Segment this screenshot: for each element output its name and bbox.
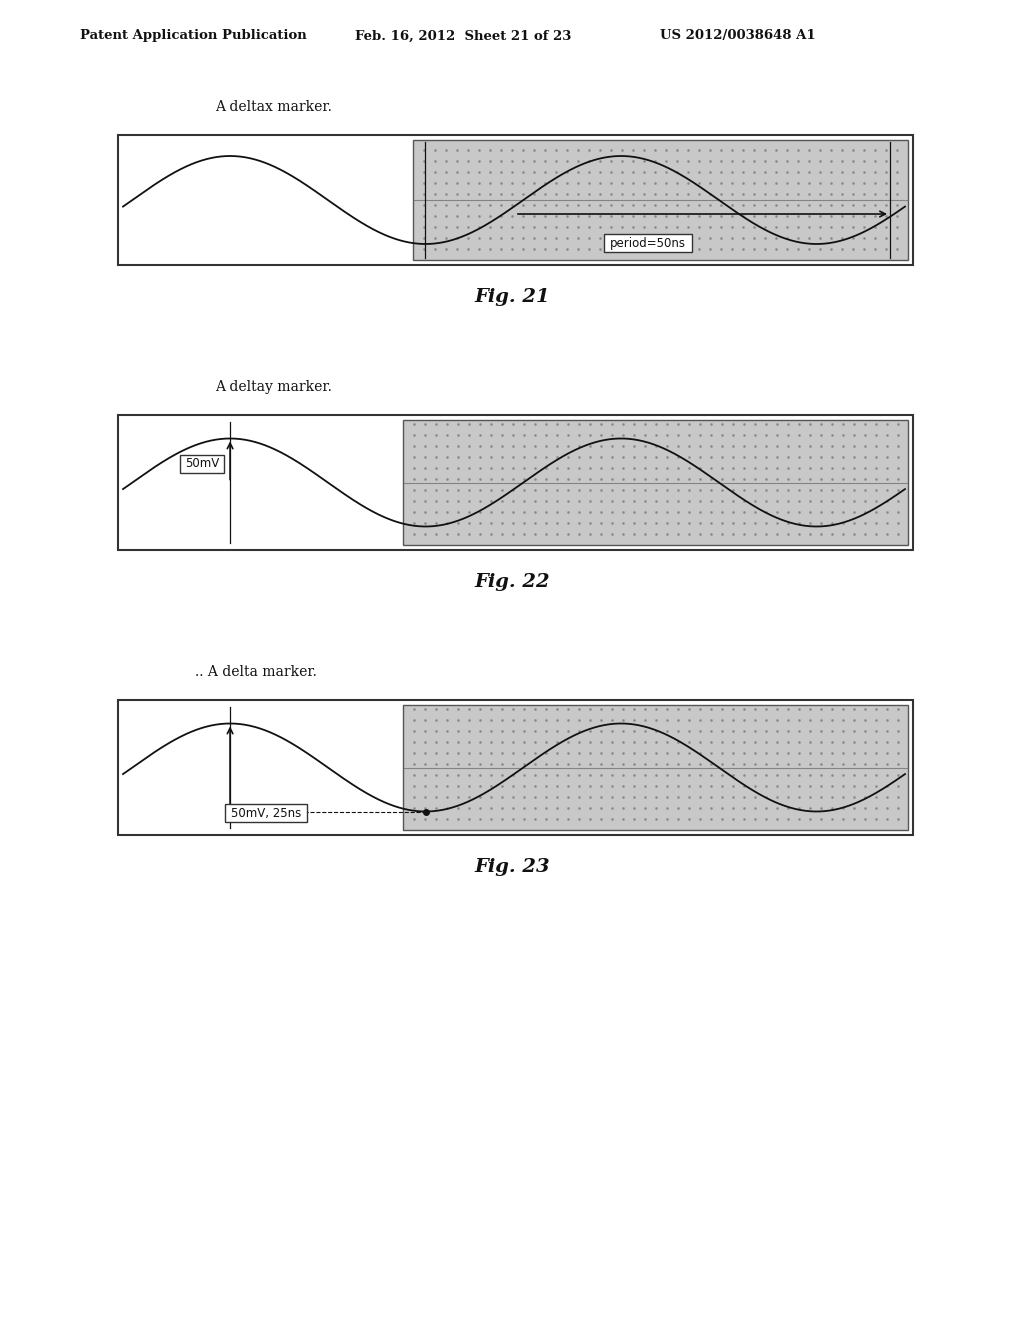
Bar [118,700,913,836]
Text: Fig. 21: Fig. 21 [474,288,550,306]
Text: Feb. 16, 2012  Sheet 21 of 23: Feb. 16, 2012 Sheet 21 of 23 [355,29,571,42]
Text: .. A delta marker.: .. A delta marker. [195,665,316,678]
Bar [403,420,908,545]
Text: period=50ns: period=50ns [609,236,685,249]
Text: 50mV: 50mV [185,457,219,470]
Text: US 2012/0038648 A1: US 2012/0038648 A1 [660,29,816,42]
Bar [118,414,913,550]
Text: A deltay marker.: A deltay marker. [215,380,332,393]
Bar [118,135,913,265]
Text: A deltax marker.: A deltax marker. [215,100,332,114]
Bar [603,234,691,252]
Bar [180,454,224,473]
Bar [403,705,908,830]
Text: Patent Application Publication: Patent Application Publication [80,29,307,42]
Text: Fig. 23: Fig. 23 [474,858,550,876]
Text: Fig. 22: Fig. 22 [474,573,550,591]
Text: 50mV, 25ns: 50mV, 25ns [231,807,301,820]
Bar [413,140,908,260]
Bar [225,804,307,822]
